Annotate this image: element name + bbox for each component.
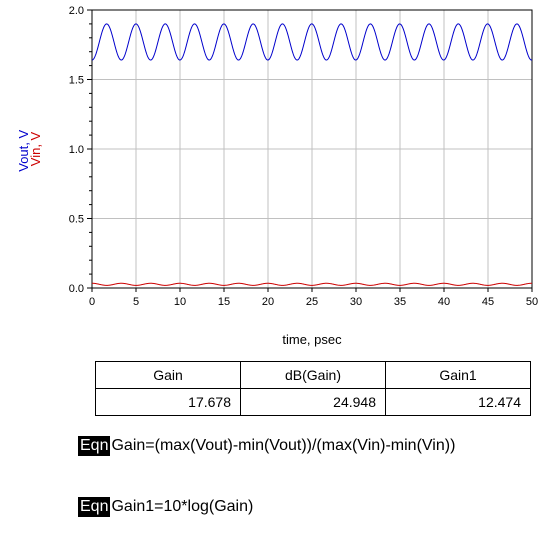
y-label-vout: Vout, V — [16, 130, 31, 172]
y-tick-label: 1.5 — [69, 75, 84, 87]
y-tick-label: 0.0 — [69, 283, 84, 295]
results-header-row: Gain dB(Gain) Gain1 — [95, 361, 531, 389]
equation-gain1[interactable]: Eqn Gain1=10*log(Gain) — [78, 497, 253, 517]
header-gain1: Gain1 — [385, 361, 531, 389]
x-axis-label: time, psec — [282, 332, 342, 347]
x-tick-label: 20 — [262, 296, 274, 308]
y-tick-label: 0.5 — [69, 214, 84, 226]
x-tick-labels: 0 5 10 15 20 25 30 35 40 45 50 — [89, 288, 538, 308]
equation-text: Gain1=10*log(Gain) — [111, 498, 254, 515]
header-gain: Gain — [95, 361, 241, 389]
equation-text: Gain=(max(Vout)-min(Vout))/(max(Vin)-min… — [111, 437, 456, 454]
plot-grid — [92, 10, 532, 288]
x-tick-label: 25 — [306, 296, 318, 308]
eqn-tag: Eqn — [78, 497, 111, 517]
header-db-gain: dB(Gain) — [240, 361, 386, 389]
waveform-plot: 0 5 10 15 20 25 30 35 40 45 50 0.0 0.5 1.0 1.5 2.0 Vou… — [16, 5, 538, 347]
x-tick-label: 40 — [438, 296, 450, 308]
y-tick-label: 2.0 — [69, 5, 84, 17]
y-label-vin: Vin, V — [28, 131, 43, 166]
x-tick-label: 45 — [482, 296, 494, 308]
value-gain: 17.678 — [95, 388, 241, 416]
eqn-tag: Eqn — [78, 436, 111, 456]
series-line-vin — [91, 282, 533, 286]
x-tick-label: 50 — [526, 296, 538, 308]
value-gain1: 12.474 — [385, 388, 531, 416]
y-tick-label: 1.0 — [69, 144, 84, 156]
x-tick-label: 35 — [394, 296, 406, 308]
x-tick-label: 30 — [350, 296, 362, 308]
x-tick-label: 15 — [218, 296, 230, 308]
equation-gain[interactable]: Eqn Gain=(max(Vout)-min(Vout))/(max(Vin)… — [78, 436, 455, 456]
value-db-gain: 24.948 — [240, 388, 386, 416]
x-tick-label: 5 — [133, 296, 139, 308]
x-tick-label: 10 — [174, 296, 186, 308]
results-value-row: 17.678 24.948 12.474 — [95, 388, 531, 416]
x-tick-label: 0 — [89, 296, 95, 308]
y-tick-labels: 0.0 0.5 1.0 1.5 2.0 — [69, 5, 92, 295]
series-line-vout — [91, 23, 533, 61]
series-group — [91, 23, 533, 286]
results-table: Gain dB(Gain) Gain1 17.678 24.948 12.474 — [95, 361, 531, 416]
y-axis-label: Vout, V Vin, V — [16, 126, 43, 172]
